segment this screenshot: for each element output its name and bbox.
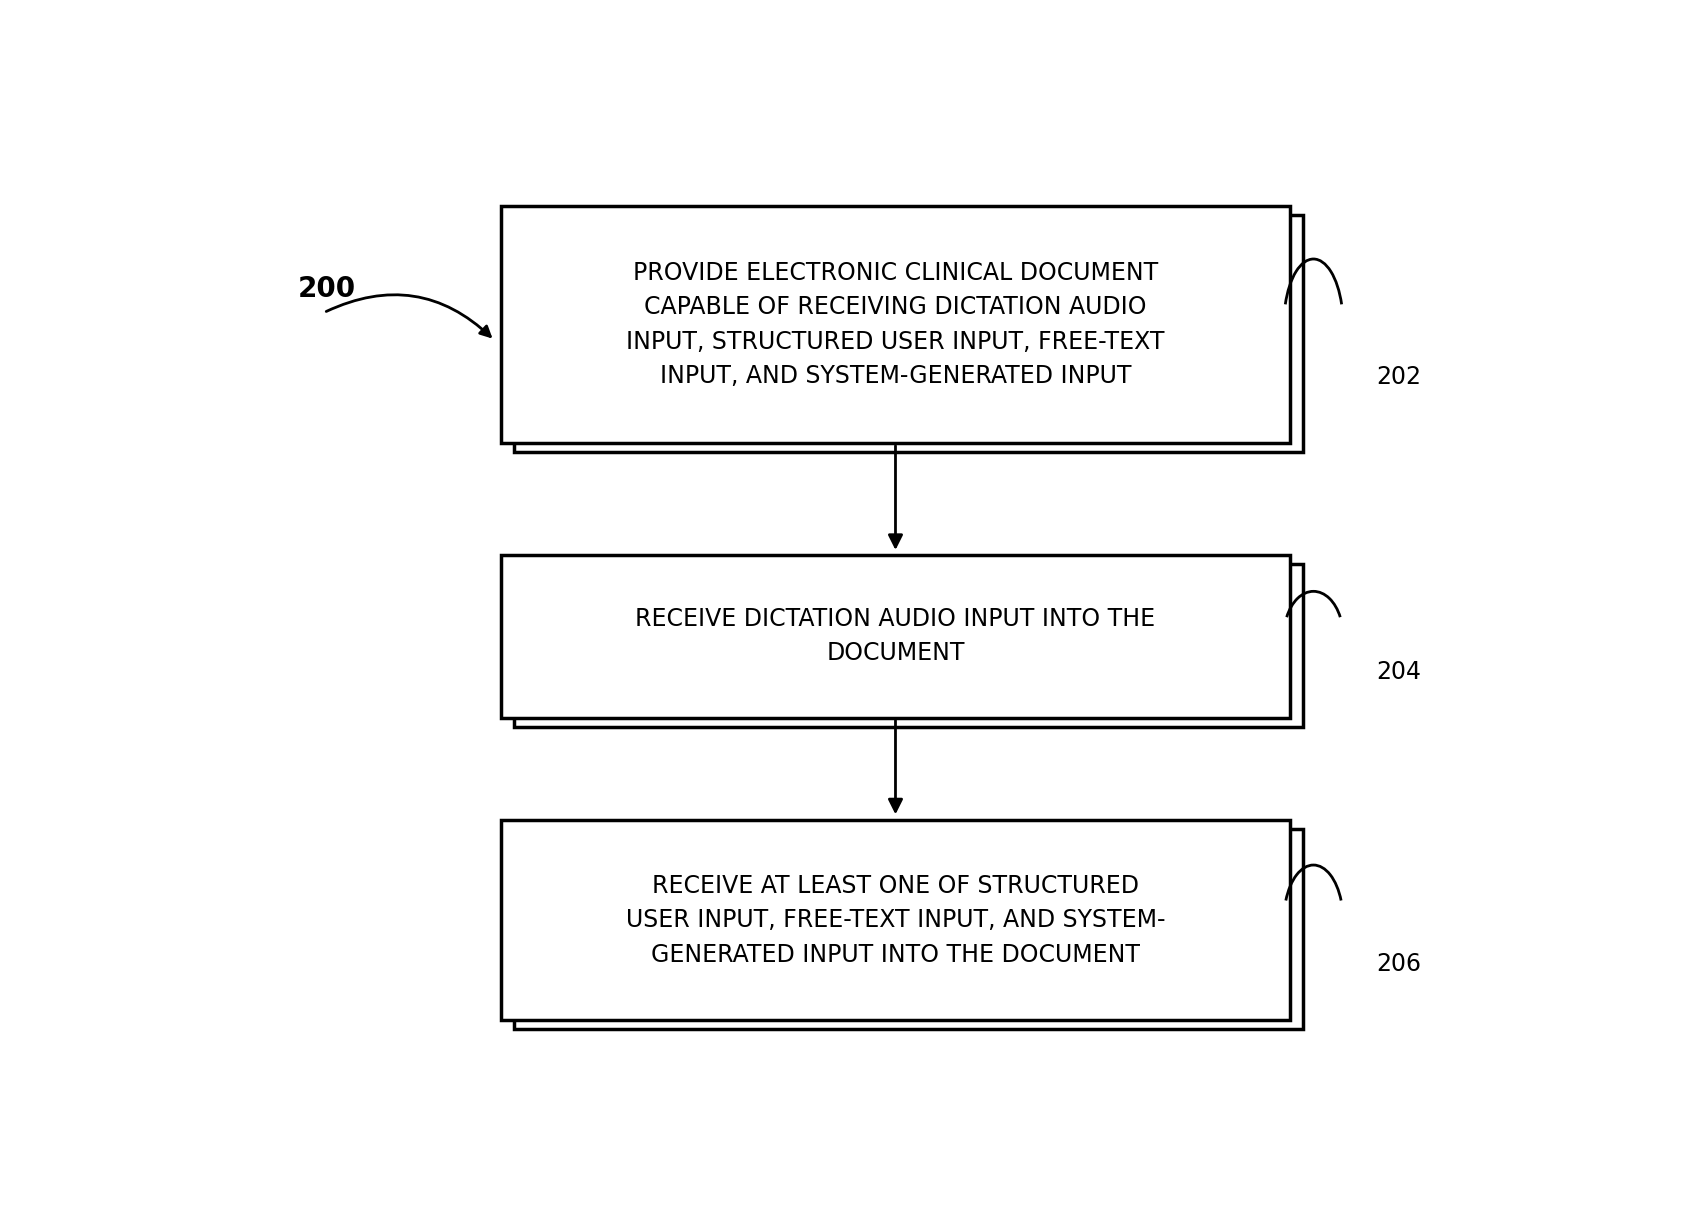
Text: 200: 200 xyxy=(297,276,356,303)
Text: 202: 202 xyxy=(1375,364,1421,388)
Text: RECEIVE AT LEAST ONE OF STRUCTURED
USER INPUT, FREE-TEXT INPUT, AND SYSTEM-
GENE: RECEIVE AT LEAST ONE OF STRUCTURED USER … xyxy=(626,874,1165,966)
Text: RECEIVE DICTATION AUDIO INPUT INTO THE
DOCUMENT: RECEIVE DICTATION AUDIO INPUT INTO THE D… xyxy=(636,607,1155,665)
Text: PROVIDE ELECTRONIC CLINICAL DOCUMENT
CAPABLE OF RECEIVING DICTATION AUDIO
INPUT,: PROVIDE ELECTRONIC CLINICAL DOCUMENT CAP… xyxy=(626,261,1165,388)
Polygon shape xyxy=(514,215,1303,452)
Polygon shape xyxy=(502,555,1289,718)
Text: 204: 204 xyxy=(1375,660,1421,684)
Polygon shape xyxy=(502,206,1289,442)
Text: 206: 206 xyxy=(1375,953,1421,976)
Polygon shape xyxy=(502,820,1289,1020)
Polygon shape xyxy=(514,563,1303,727)
Polygon shape xyxy=(514,829,1303,1030)
